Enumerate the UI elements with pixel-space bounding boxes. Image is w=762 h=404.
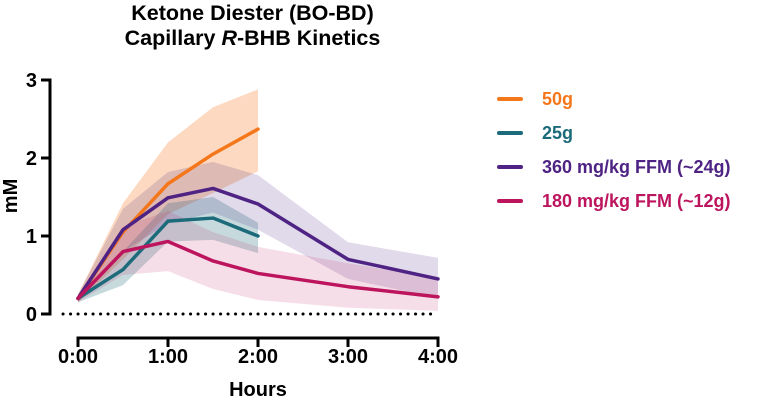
legend: 50g 25g 360 mg/kg FFM (~24g) 180 mg/kg F… [497,82,731,218]
series-line-360 mg/kg FFM (~24g) [76,186,440,301]
chart-title-line1: Ketone Diester (BO-BD) [131,1,374,25]
x-tick-label: 3:00 [328,346,368,368]
legend-item-50g: 50g [497,82,731,116]
x-axis-label: Hours [229,379,287,401]
chart-title: Ketone Diester (BO-BD) Capillary R-BHB K… [0,1,505,51]
x-tick-label: 0:00 [58,346,98,368]
series-line-180 mg/kg FFM (~12g) [76,239,440,301]
legend-item-360mgkg: 360 mg/kg FFM (~24g) [497,150,731,184]
y-tick-label: 0 [26,304,37,326]
x-tick-label: 4:00 [418,346,458,368]
y-tick-label: 2 [26,148,37,170]
legend-item-25g: 25g [497,116,731,150]
x-tick-label: 1:00 [148,346,188,368]
chart-title-line2: Capillary R-BHB Kinetics [124,26,381,50]
legend-label: 50g [542,88,574,109]
error-band-25g [78,197,258,303]
legend-item-180mgkg: 180 mg/kg FFM (~12g) [497,184,731,218]
legend-line-swatch [497,165,523,169]
y-tick-label: 3 [26,70,37,92]
y-tick-label: 1 [26,226,37,248]
legend-line-swatch [497,97,523,101]
legend-line-swatch [497,199,523,203]
y-axis-label: mM [0,179,22,213]
legend-label: 360 mg/kg FFM (~24g) [542,156,731,177]
error-band-50g [78,89,258,303]
series-line-25g [76,216,260,301]
legend-label: 25g [542,122,574,143]
x-tick-label: 2:00 [238,346,278,368]
legend-label: 180 mg/kg FFM (~12g) [542,190,731,211]
legend-line-swatch [497,131,523,135]
